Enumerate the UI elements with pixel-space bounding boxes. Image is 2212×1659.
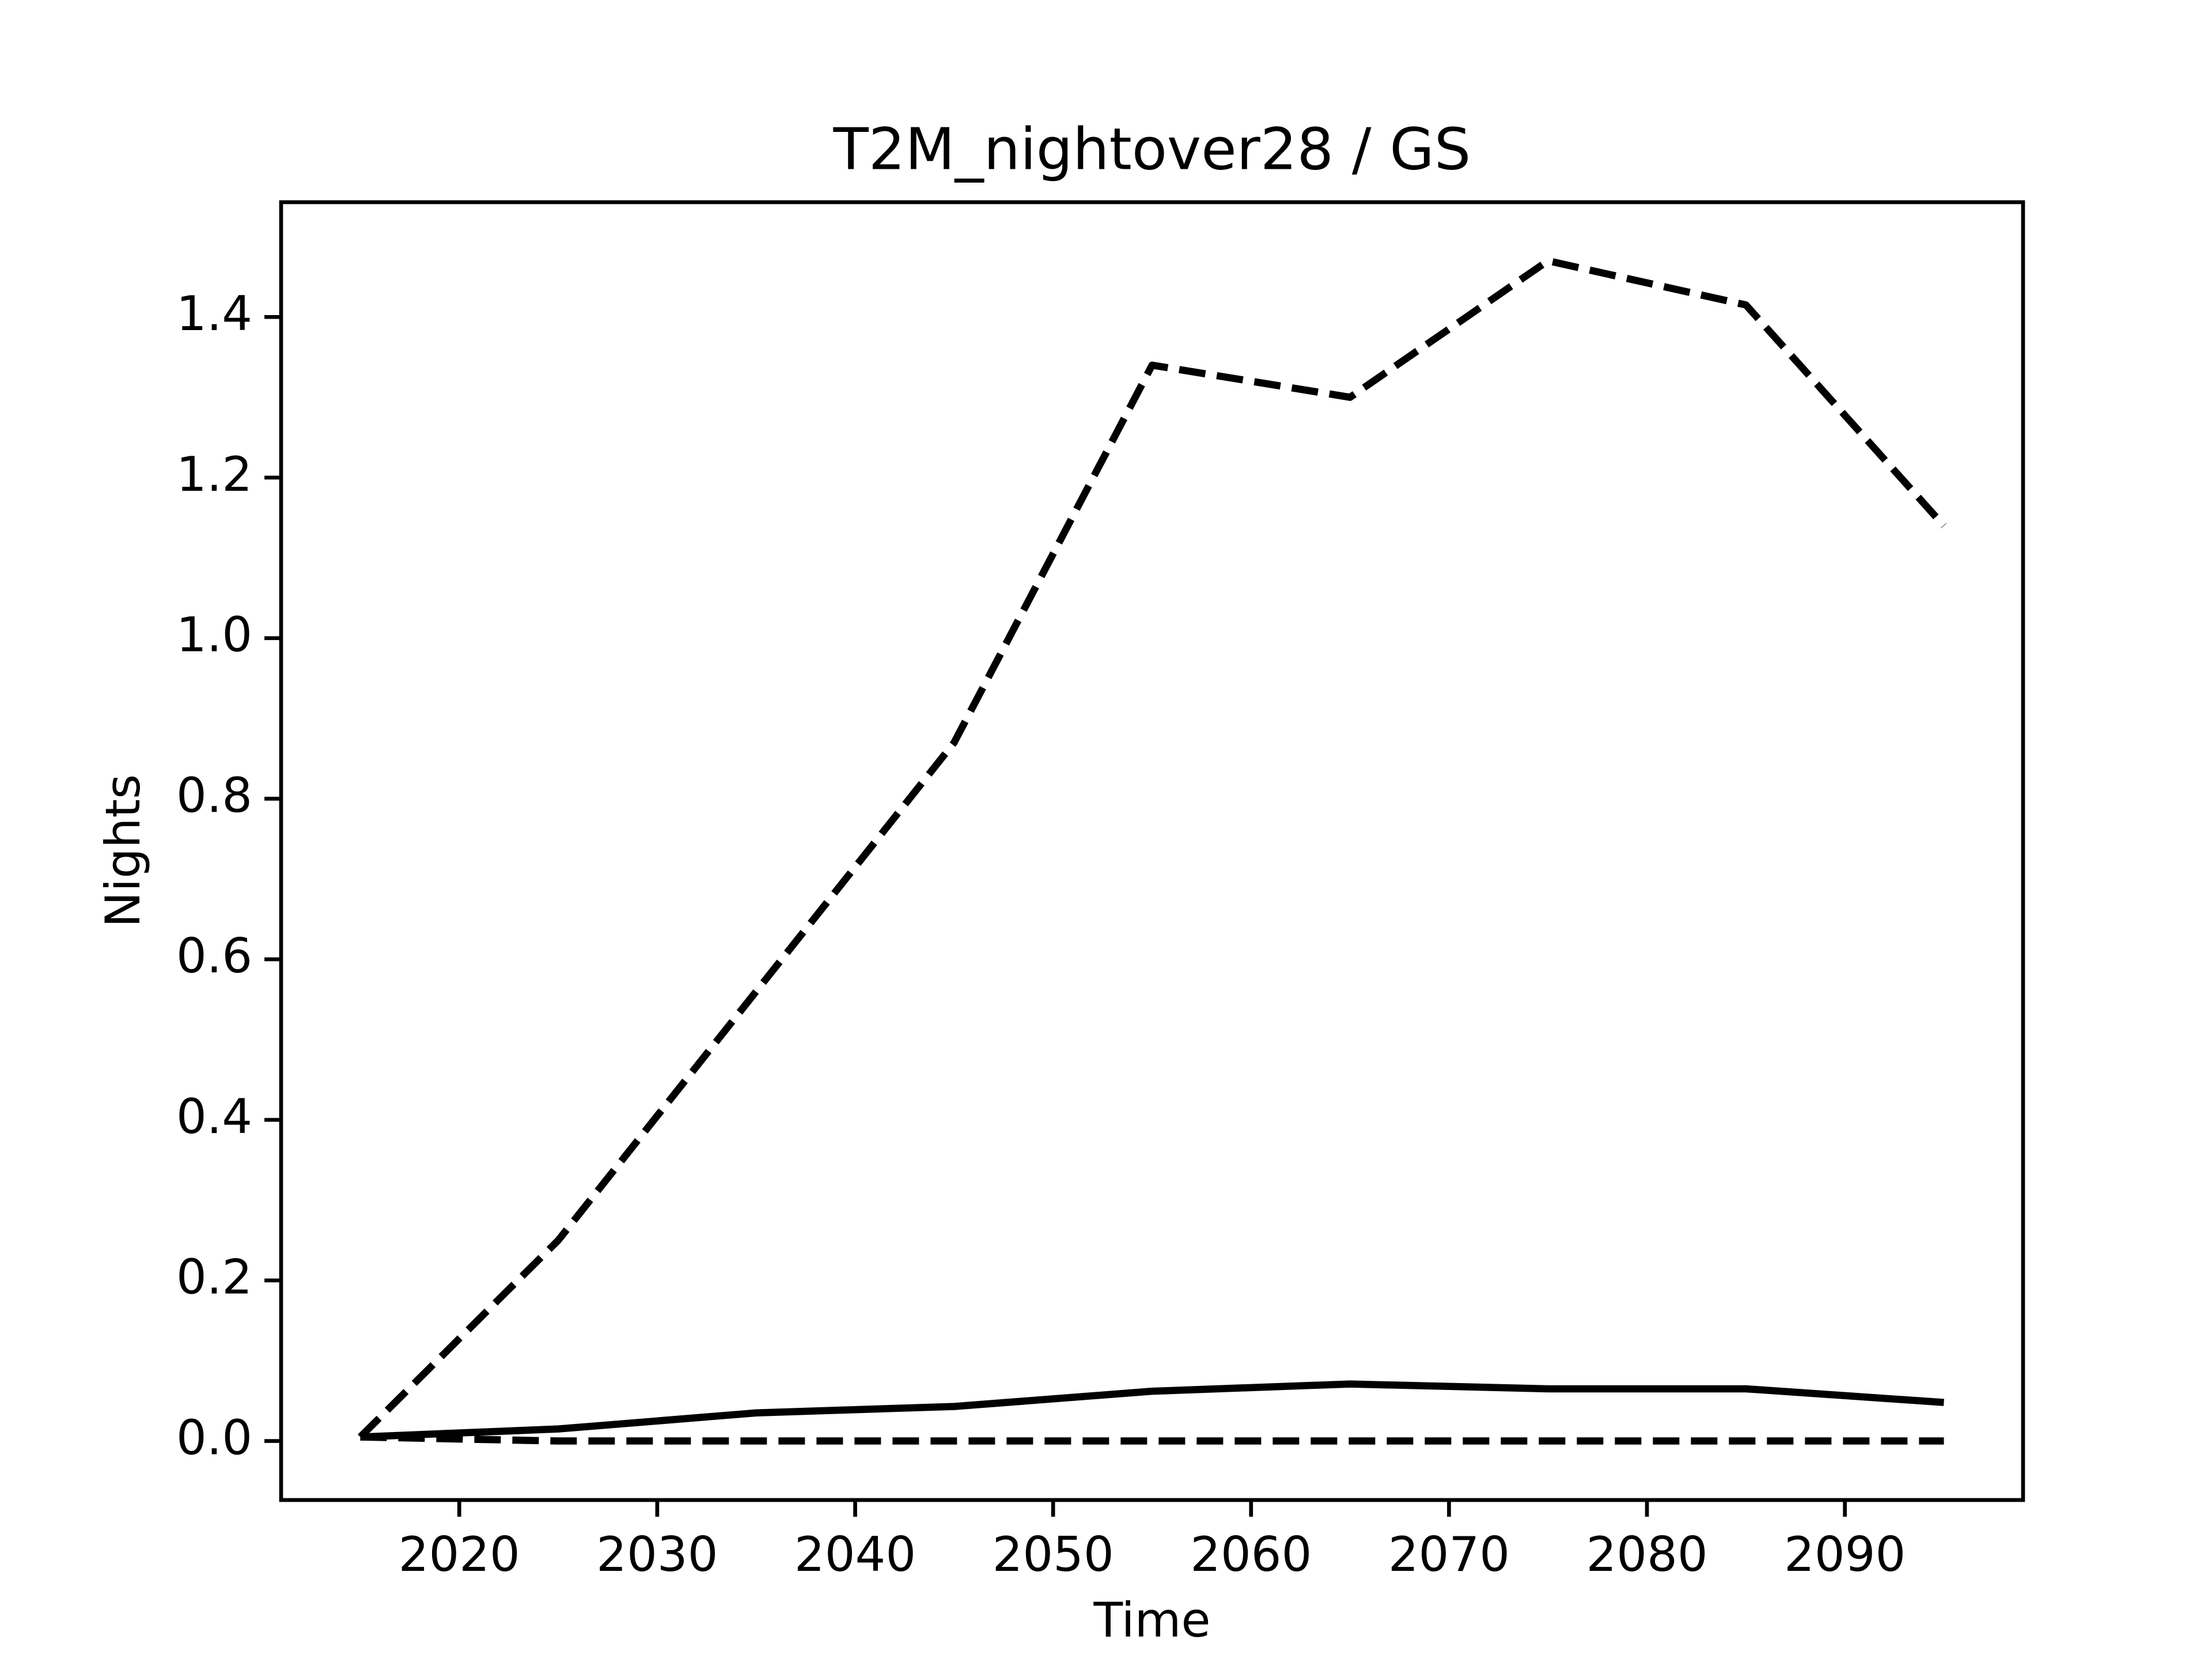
y-tick-label: 0.2 bbox=[176, 1249, 252, 1305]
y-tick-label: 1.2 bbox=[176, 446, 252, 502]
x-tick-label: 2020 bbox=[399, 1527, 520, 1582]
chart-title: T2M_nightover28 / GS bbox=[833, 115, 1471, 183]
x-tick-label: 2080 bbox=[1586, 1527, 1707, 1582]
series-line bbox=[360, 1380, 1944, 1441]
y-tick-label: 0.4 bbox=[176, 1089, 252, 1145]
series-line bbox=[358, 257, 1947, 1440]
plot-frame bbox=[279, 200, 2025, 1502]
x-tick-label: 2030 bbox=[596, 1527, 718, 1582]
x-tick-label: 2090 bbox=[1784, 1527, 1906, 1582]
y-tick-label: 0.8 bbox=[176, 767, 252, 823]
y-tick-label: 1.4 bbox=[176, 286, 252, 342]
y-tick-label: 0.0 bbox=[176, 1410, 252, 1465]
x-tick-label: 2040 bbox=[794, 1527, 916, 1582]
y-tick-label: 0.6 bbox=[176, 928, 252, 984]
x-tick-label: 2070 bbox=[1388, 1527, 1510, 1582]
x-axis-label: Time bbox=[1093, 1592, 1210, 1648]
y-axis-label: Nights bbox=[95, 774, 151, 927]
x-tick-label: 2050 bbox=[993, 1527, 1114, 1582]
x-tick-label: 2060 bbox=[1190, 1527, 1312, 1582]
y-tick-label: 1.0 bbox=[176, 607, 252, 663]
